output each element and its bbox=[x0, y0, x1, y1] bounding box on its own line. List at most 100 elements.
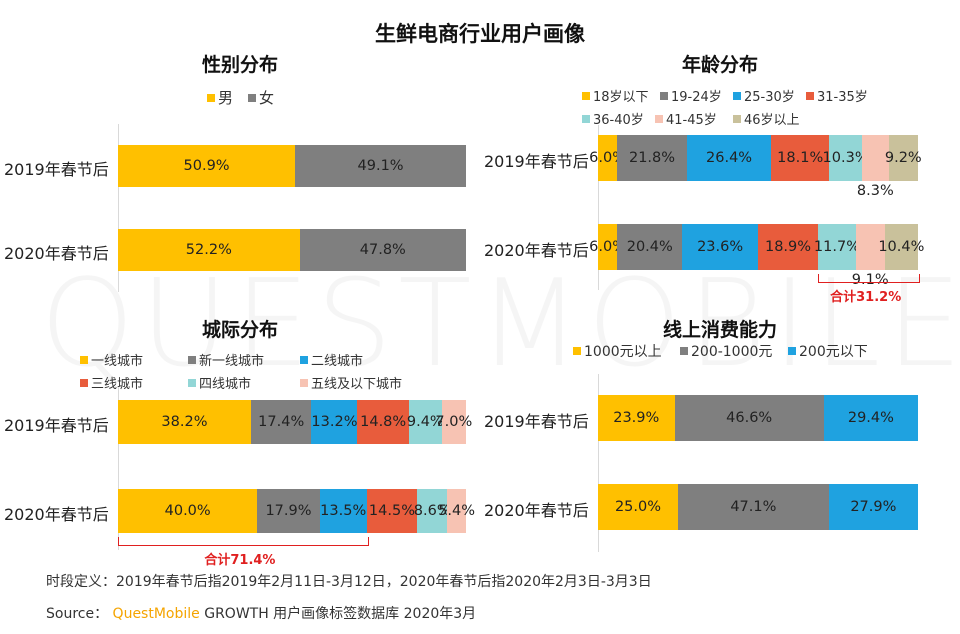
bar-segment: 18.9% bbox=[757, 224, 819, 270]
category-axis bbox=[598, 374, 599, 552]
annotation-label: 合计71.4% bbox=[204, 553, 276, 568]
bar-segment: 47.8% bbox=[299, 229, 466, 271]
bar-segment: 13.5% bbox=[319, 489, 367, 533]
panel-title-city: 城际分布 bbox=[201, 319, 278, 341]
panel-title-spending: 线上消费能力 bbox=[662, 319, 777, 341]
data-label: 20.4% bbox=[626, 239, 673, 255]
data-label: 13.5% bbox=[320, 503, 367, 519]
legend-item: 三线城市 bbox=[80, 377, 143, 393]
data-label: 8.6% bbox=[413, 503, 451, 519]
bar-segment: 9.2% bbox=[885, 135, 922, 181]
legend-item: 46岁以上 bbox=[733, 113, 800, 129]
bar-segment: 7.0% bbox=[435, 400, 472, 444]
bar-segment: 46.6% bbox=[674, 395, 824, 441]
legend-label: 46岁以上 bbox=[744, 113, 800, 128]
data-label: 9.2% bbox=[884, 150, 922, 166]
legend-swatch bbox=[300, 356, 308, 364]
legend-item: 41-45岁 bbox=[655, 113, 717, 129]
data-label: 21.8% bbox=[628, 150, 676, 166]
data-label: 52.2% bbox=[185, 242, 232, 258]
legend-item: 新一线城市 bbox=[188, 354, 264, 370]
bar-segment: 49.1% bbox=[295, 145, 466, 187]
legend-item: 18岁以下 bbox=[582, 90, 649, 106]
legend-swatch bbox=[733, 115, 741, 123]
bar-segment: 13.2% bbox=[311, 400, 357, 444]
data-label: 10.4% bbox=[878, 239, 925, 255]
data-label: 9.4% bbox=[406, 414, 444, 430]
footer-source: Source： QuestMobile GROWTH 用户画像标签数据库 202… bbox=[46, 603, 476, 623]
footer-definition: 时段定义：2019年春节后指2019年2月11日-3月12日，2020年春节后指… bbox=[46, 574, 652, 590]
data-label: 18.9% bbox=[764, 239, 812, 255]
data-label: 6.0% bbox=[589, 239, 627, 255]
legend-label: 41-45岁 bbox=[666, 113, 717, 128]
source-label: Source： bbox=[46, 606, 109, 622]
category-label: 2019年春节后 bbox=[4, 160, 109, 179]
legend-item: 200-1000元 bbox=[680, 344, 772, 360]
data-label: 29.4% bbox=[847, 410, 894, 426]
source-brand: QuestMobile bbox=[112, 606, 200, 622]
bar-segment: 20.4% bbox=[617, 224, 683, 270]
data-label: 14.5% bbox=[368, 503, 415, 519]
category-label: 2019年春节后 bbox=[4, 416, 109, 435]
data-label: 46.6% bbox=[726, 410, 773, 426]
category-axis bbox=[118, 124, 119, 292]
data-label: 25.0% bbox=[614, 499, 662, 515]
legend-label: 新一线城市 bbox=[199, 354, 265, 369]
legend-item: 四线城市 bbox=[188, 377, 251, 393]
bar-segment: 18.1% bbox=[771, 135, 830, 181]
data-label: 11.7% bbox=[813, 239, 860, 255]
legend-label: 五线及以下城市 bbox=[311, 377, 403, 392]
legend-label: 二线城市 bbox=[311, 354, 364, 369]
bar-segment: 23.6% bbox=[682, 224, 758, 270]
legend-label: 一线城市 bbox=[91, 354, 144, 369]
legend-item: 五线及以下城市 bbox=[300, 377, 402, 393]
legend-label: 19-24岁 bbox=[671, 90, 722, 105]
annotation-brace bbox=[118, 537, 369, 546]
bar-segment: 52.2% bbox=[118, 229, 300, 271]
bar-segment: 9.4% bbox=[406, 400, 444, 444]
legend-label: 1000元以上 bbox=[584, 344, 662, 360]
annotation-label: 合计31.2% bbox=[830, 290, 902, 305]
annotation-brace bbox=[818, 274, 920, 283]
legend-swatch bbox=[573, 347, 581, 355]
bar-segment: 21.8% bbox=[617, 135, 687, 181]
data-label: 10.3% bbox=[822, 150, 869, 166]
data-label: 13.2% bbox=[311, 414, 358, 430]
category-label: 2019年春节后 bbox=[484, 152, 589, 171]
legend-swatch bbox=[80, 356, 88, 364]
data-label: 7.0% bbox=[435, 414, 473, 430]
data-label: 17.4% bbox=[258, 414, 305, 430]
data-label: 23.9% bbox=[613, 410, 660, 426]
bar-segment: 5.4% bbox=[438, 489, 475, 533]
bar-segment: 10.3% bbox=[823, 135, 869, 181]
category-axis bbox=[598, 125, 599, 290]
data-label: 50.9% bbox=[183, 158, 230, 174]
bar-segment: 6.0% bbox=[589, 224, 626, 270]
legend-swatch bbox=[582, 92, 590, 100]
bar-segment: 26.4% bbox=[686, 135, 772, 181]
data-label: 9.1% bbox=[851, 272, 889, 288]
bar-segment: 8.3% bbox=[857, 135, 894, 199]
legend-item: 25-30岁 bbox=[733, 90, 795, 106]
legend-label: 25-30岁 bbox=[744, 90, 795, 105]
legend-item: 二线城市 bbox=[300, 354, 363, 370]
page-title: 生鲜电商行业用户画像 bbox=[375, 22, 585, 46]
legend-item: 男 bbox=[207, 90, 233, 106]
bar-segment: 17.9% bbox=[257, 489, 320, 533]
legend-swatch bbox=[806, 92, 814, 100]
category-label: 2020年春节后 bbox=[484, 501, 589, 520]
legend-label: 18岁以下 bbox=[593, 90, 649, 105]
data-label: 14.8% bbox=[360, 414, 407, 430]
legend-item: 200元以下 bbox=[788, 344, 868, 360]
bar-segment: 23.9% bbox=[598, 395, 675, 441]
data-label: 8.3% bbox=[856, 183, 894, 199]
bar-segment: 38.2% bbox=[118, 400, 251, 444]
source-rest: GROWTH 用户画像标签数据库 2020年3月 bbox=[204, 606, 477, 622]
legend-swatch bbox=[300, 379, 308, 387]
bar-segment: 25.0% bbox=[598, 484, 678, 530]
data-label: 38.2% bbox=[161, 414, 208, 430]
legend-label: 女 bbox=[259, 89, 275, 107]
legend-swatch bbox=[680, 347, 688, 355]
legend-label: 200元以下 bbox=[799, 344, 868, 360]
legend-swatch bbox=[248, 94, 256, 102]
